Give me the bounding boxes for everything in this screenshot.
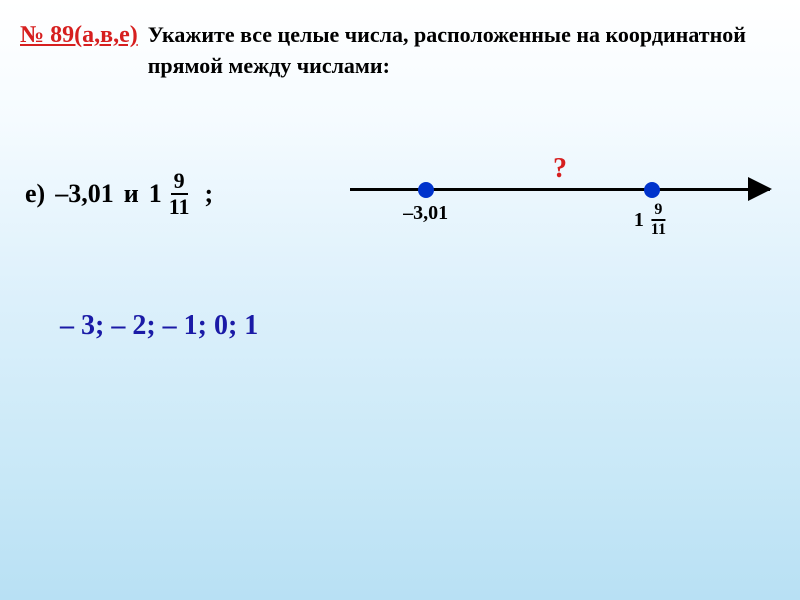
part-terminator: ; xyxy=(204,179,213,209)
point-2-label: 1 9 11 xyxy=(634,202,671,238)
axis-line xyxy=(350,188,770,191)
point-2 xyxy=(644,182,660,198)
part-value2: 1 9 11 xyxy=(149,170,195,218)
frac-numerator: 9 xyxy=(171,170,188,195)
part-value1: –3,01 xyxy=(55,179,114,209)
question-text: ? xyxy=(553,153,567,184)
part-letter: e) xyxy=(25,179,45,209)
point-2-num: 9 xyxy=(651,202,665,221)
point-1-label: –3,01 xyxy=(403,202,448,225)
header: № 89(а,в,е) Укажите все целые числа, рас… xyxy=(20,20,780,82)
arrow-icon xyxy=(748,177,772,201)
answer: – 3; – 2; – 1; 0; 1 xyxy=(60,310,258,342)
problem-text: Укажите все целые числа, расположенные н… xyxy=(148,20,780,82)
part-label: e) –3,01 и 1 9 11 ; xyxy=(25,170,213,218)
problem-number: № 89(а,в,е) xyxy=(20,22,138,49)
frac-denominator: 11 xyxy=(166,195,193,218)
part-connector: и xyxy=(124,179,139,209)
fraction: 9 11 xyxy=(166,170,193,218)
point-2-mixed: 1 9 11 xyxy=(634,202,671,238)
number-line: –3,01 ? 1 9 11 xyxy=(350,158,770,258)
point-1-text: –3,01 xyxy=(403,202,448,224)
point-1 xyxy=(418,182,434,198)
mixed-whole: 1 xyxy=(149,179,162,209)
point-2-whole: 1 xyxy=(634,209,644,232)
question-mark: ? xyxy=(553,153,567,185)
point-2-fraction: 9 11 xyxy=(648,202,669,238)
point-2-den: 11 xyxy=(648,221,669,238)
